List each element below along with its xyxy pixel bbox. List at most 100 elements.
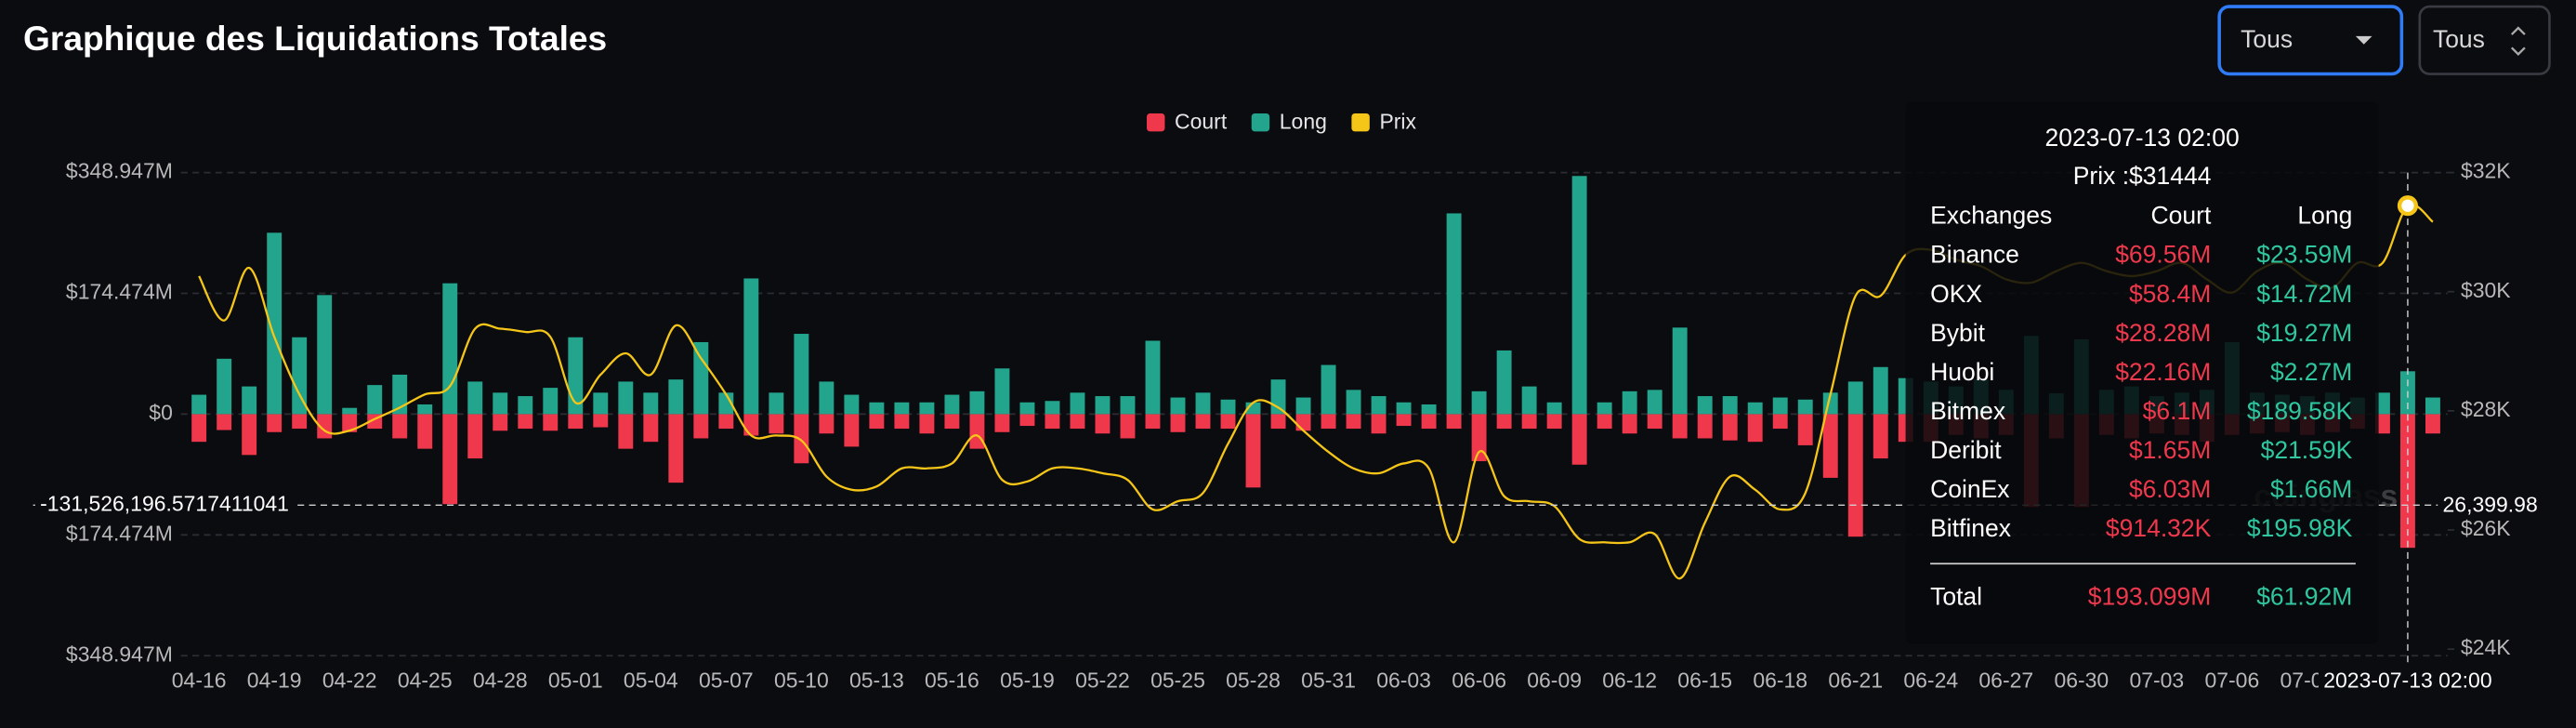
tooltip-header: Court (2151, 201, 2212, 229)
bar (1220, 399, 1236, 415)
x-tick-label: 06-27 (1978, 668, 2033, 693)
bar (743, 414, 759, 436)
bar (994, 414, 1010, 432)
bar (1295, 414, 1311, 431)
legend-swatch (1146, 113, 1165, 132)
select-exchange[interactable]: Tous (2217, 5, 2404, 76)
crosshair-y-label: -131,526,196.5717411041 (40, 491, 289, 515)
select-box[interactable] (2418, 5, 2551, 75)
bar (1697, 396, 1713, 415)
bar (1170, 414, 1186, 432)
tooltip-box (1905, 101, 2379, 644)
x-tick-label: 05-13 (849, 668, 904, 693)
tooltip-cell: $14.72M (2256, 280, 2352, 308)
bar (769, 414, 784, 434)
tooltip-cell: Deribit (1930, 436, 2002, 464)
bar (1095, 414, 1111, 434)
select-value[interactable]: Tous (2433, 25, 2485, 53)
bar (1120, 396, 1136, 415)
tooltip-cell: Bitfinex (1930, 514, 2011, 542)
bar (969, 414, 985, 449)
bar (1597, 402, 1612, 415)
bar (618, 381, 634, 415)
x-tick-label: 07-06 (2204, 668, 2259, 693)
x-tick-label: 06-03 (1376, 668, 1431, 693)
bar (1546, 402, 1562, 415)
tooltip-cell: $19.27M (2256, 319, 2352, 347)
x-tick-label: 04-16 (172, 668, 227, 693)
x-tick-label: 05-31 (1301, 668, 1356, 693)
x-tick-label: 06-06 (1452, 668, 1506, 693)
tooltip-cell: $1.65M (2129, 436, 2211, 464)
bar (1772, 414, 1788, 430)
legend-label: Court (1175, 110, 1228, 134)
select-coin[interactable]: Tous (2418, 5, 2551, 75)
bar (392, 374, 408, 415)
bar (718, 414, 734, 430)
bar (894, 402, 910, 415)
bar (1195, 392, 1211, 415)
bar (1672, 327, 1688, 415)
tooltip-cell: CoinEx (1930, 475, 2009, 503)
bar (1822, 414, 1838, 478)
bar (1019, 414, 1035, 427)
bar (1722, 396, 1738, 415)
select-box[interactable] (2217, 5, 2404, 76)
bar (392, 414, 408, 439)
x-tick-label: 05-07 (699, 668, 754, 693)
bar (1421, 404, 1437, 415)
bar (1521, 386, 1537, 415)
bar (1371, 396, 1387, 415)
bar (493, 392, 508, 415)
tooltip-header: Exchanges (1930, 201, 2052, 229)
bar (317, 295, 333, 415)
bar (1747, 414, 1763, 443)
bar (417, 414, 433, 449)
tooltip-cell: Binance (1930, 241, 2019, 269)
bar (1170, 397, 1186, 415)
bar (1496, 350, 1512, 415)
tooltip-cell: $28.28M (2115, 319, 2211, 347)
bar (819, 414, 835, 434)
bar (894, 414, 910, 430)
bar (1847, 414, 1863, 537)
bar (518, 396, 533, 415)
bar (1019, 402, 1035, 415)
tooltip-cell: OKX (1930, 280, 1982, 308)
bar (191, 414, 207, 443)
bar (1295, 397, 1311, 415)
bar (1873, 414, 1888, 459)
tooltip-cell: $22.16M (2115, 358, 2211, 386)
bar (844, 414, 860, 447)
x-tick-label: 05-19 (1000, 668, 1055, 693)
tooltip-cell: $23.59M (2256, 241, 2352, 269)
x-tick-label: 04-22 (322, 668, 377, 693)
bar (191, 394, 207, 415)
bar (668, 414, 684, 483)
y2-tick-label: $28K (2461, 397, 2511, 421)
bar (1195, 414, 1211, 430)
bar (217, 414, 232, 430)
bar (242, 414, 257, 456)
bar (869, 414, 885, 430)
bar (217, 358, 232, 415)
bar (1521, 414, 1537, 430)
spinner (2510, 26, 2526, 56)
bar (1647, 414, 1663, 430)
bar (292, 414, 308, 430)
bar (668, 379, 684, 415)
tooltip: 2023-07-13 02:00 Prix :$31444 Exchanges Cou… (1905, 101, 2379, 644)
bar (267, 232, 283, 415)
tooltip-price: Prix :$31444 (2073, 162, 2212, 190)
bar (718, 392, 734, 415)
x-tick-label: 05-28 (1226, 668, 1281, 693)
x-tick-label: 05-25 (1150, 668, 1205, 693)
bar (367, 385, 383, 415)
bar (1270, 379, 1286, 415)
bar (1672, 414, 1688, 439)
bar (543, 414, 559, 431)
bar (944, 394, 960, 415)
y2-tick-label: $30K (2461, 278, 2511, 302)
bar (593, 414, 609, 428)
select-value[interactable]: Tous (2241, 25, 2293, 53)
